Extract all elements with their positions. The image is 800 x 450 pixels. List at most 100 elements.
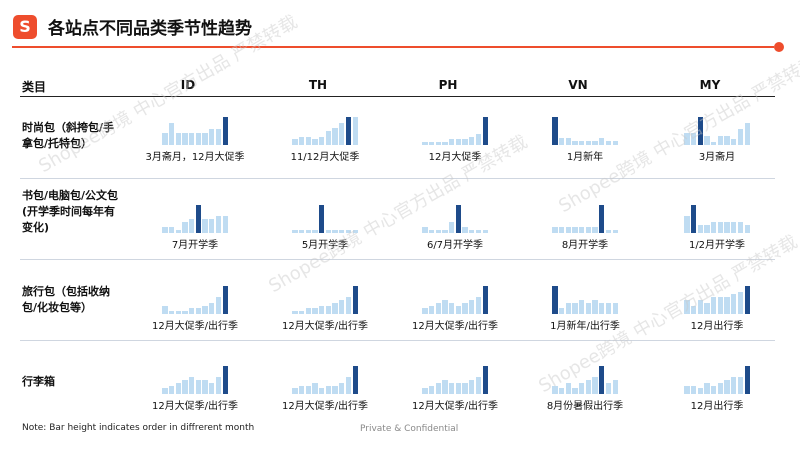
trend-bar [292,388,298,394]
row-label-travel-bags: 旅行包（包括收纳包/化妆包等） [22,285,110,314]
trend-bar [737,129,743,145]
mini-bar-chart [140,284,250,314]
trend-bar [455,205,461,233]
trend-bar [612,380,618,394]
trend-bar [455,139,461,145]
trend-bar [352,366,358,394]
trend-bar [339,383,345,394]
trend-cell: 1/2月开学季 [662,203,772,273]
trend-bar [691,133,697,145]
season-caption: 12月大促季/出行季 [411,321,499,332]
trend-bar [325,386,331,394]
trend-bar [711,142,717,145]
column-header-id: ID [180,78,196,92]
trend-bar [312,308,318,314]
season-caption: 8月开学季 [561,240,609,251]
trend-bar [717,222,723,233]
trend-bar [422,227,428,233]
trend-bar [552,286,558,314]
trend-bar [292,139,298,145]
row-label-luggage: 行李箱 [22,375,55,388]
season-caption: 6/7月开学季 [426,240,484,251]
trend-cell: 12月出行季 [662,364,772,434]
trend-bar [449,139,455,145]
mini-bar-chart [530,115,640,145]
trend-bar [612,303,618,314]
trend-bar [592,141,598,145]
season-caption: 8月份暑假出行季 [546,401,624,412]
trend-bar [305,386,311,394]
trend-bar [189,308,195,314]
trend-bar [684,133,690,145]
trend-bar [731,294,737,314]
trend-bar [429,386,435,394]
mini-bar-chart [140,203,250,233]
trend-bar [704,303,710,314]
trend-bar [559,308,565,314]
mini-bar-chart [662,203,772,233]
trend-bar [345,230,351,233]
mini-bar-chart [270,115,380,145]
trend-bar [442,300,448,314]
trend-bar [189,377,195,394]
trend-bar [175,133,181,145]
column-header-ph: PH [438,78,458,92]
trend-bar [572,141,578,145]
trend-bar [202,219,208,233]
trend-bar [744,286,750,314]
trend-bar [435,303,441,314]
trend-bar [599,303,605,314]
trend-bar [704,136,710,145]
trend-bar [717,297,723,314]
trend-bar [449,222,455,233]
trend-bar [455,383,461,394]
trend-bar [312,383,318,394]
trend-bar [299,137,305,145]
trend-bar [744,225,750,233]
trend-bar [312,230,318,233]
mini-bar-chart [662,364,772,394]
mini-bar-chart [270,203,380,233]
trend-bar [475,297,481,314]
trend-bar [691,306,697,314]
trend-bar [737,222,743,233]
trend-bar [579,383,585,394]
trend-bar [175,311,181,314]
trend-bar [579,141,585,145]
footnote: Note: Bar height indicates order in diff… [22,423,255,433]
trend-cell: 12月大促季/出行季 [140,284,250,354]
season-caption: 3月斋月 [698,152,736,163]
trend-bar [222,216,228,233]
trend-bar [169,123,175,145]
trend-bar [299,311,305,314]
trend-bar [435,383,441,394]
trend-cell: 8月开学季 [530,203,640,273]
trend-bar [162,306,168,314]
trend-bar [599,138,605,145]
trend-cell: 3月斋月，12月大促季 [140,115,250,185]
season-caption: 1/2月开学季 [688,240,746,251]
column-header-th: TH [308,78,328,92]
row-label-fashion-bags: 时尚包（斜挎包/手拿包/托特包） [22,121,115,150]
trend-bar [599,205,605,233]
trend-bar [332,303,338,314]
trend-bar [585,380,591,394]
trend-bar [605,303,611,314]
trend-bar [189,219,195,233]
trend-bar [565,383,571,394]
trend-bar [475,134,481,145]
mini-bar-chart [140,364,250,394]
trend-bar [579,227,585,233]
mini-bar-chart [530,284,640,314]
trend-bar [449,303,455,314]
trend-cell: 12月大促季/出行季 [140,364,250,434]
trend-bar [585,227,591,233]
mini-bar-chart [530,203,640,233]
trend-bar [182,222,188,233]
trend-bar [312,139,318,145]
trend-cell: 12月大促季/出行季 [400,284,510,354]
trend-bar [455,306,461,314]
header: S 各站点不同品类季节性趋势 [0,0,800,52]
trend-cell: 12月出行季 [662,284,772,354]
trend-cell: 1月新年/出行季 [530,284,640,354]
